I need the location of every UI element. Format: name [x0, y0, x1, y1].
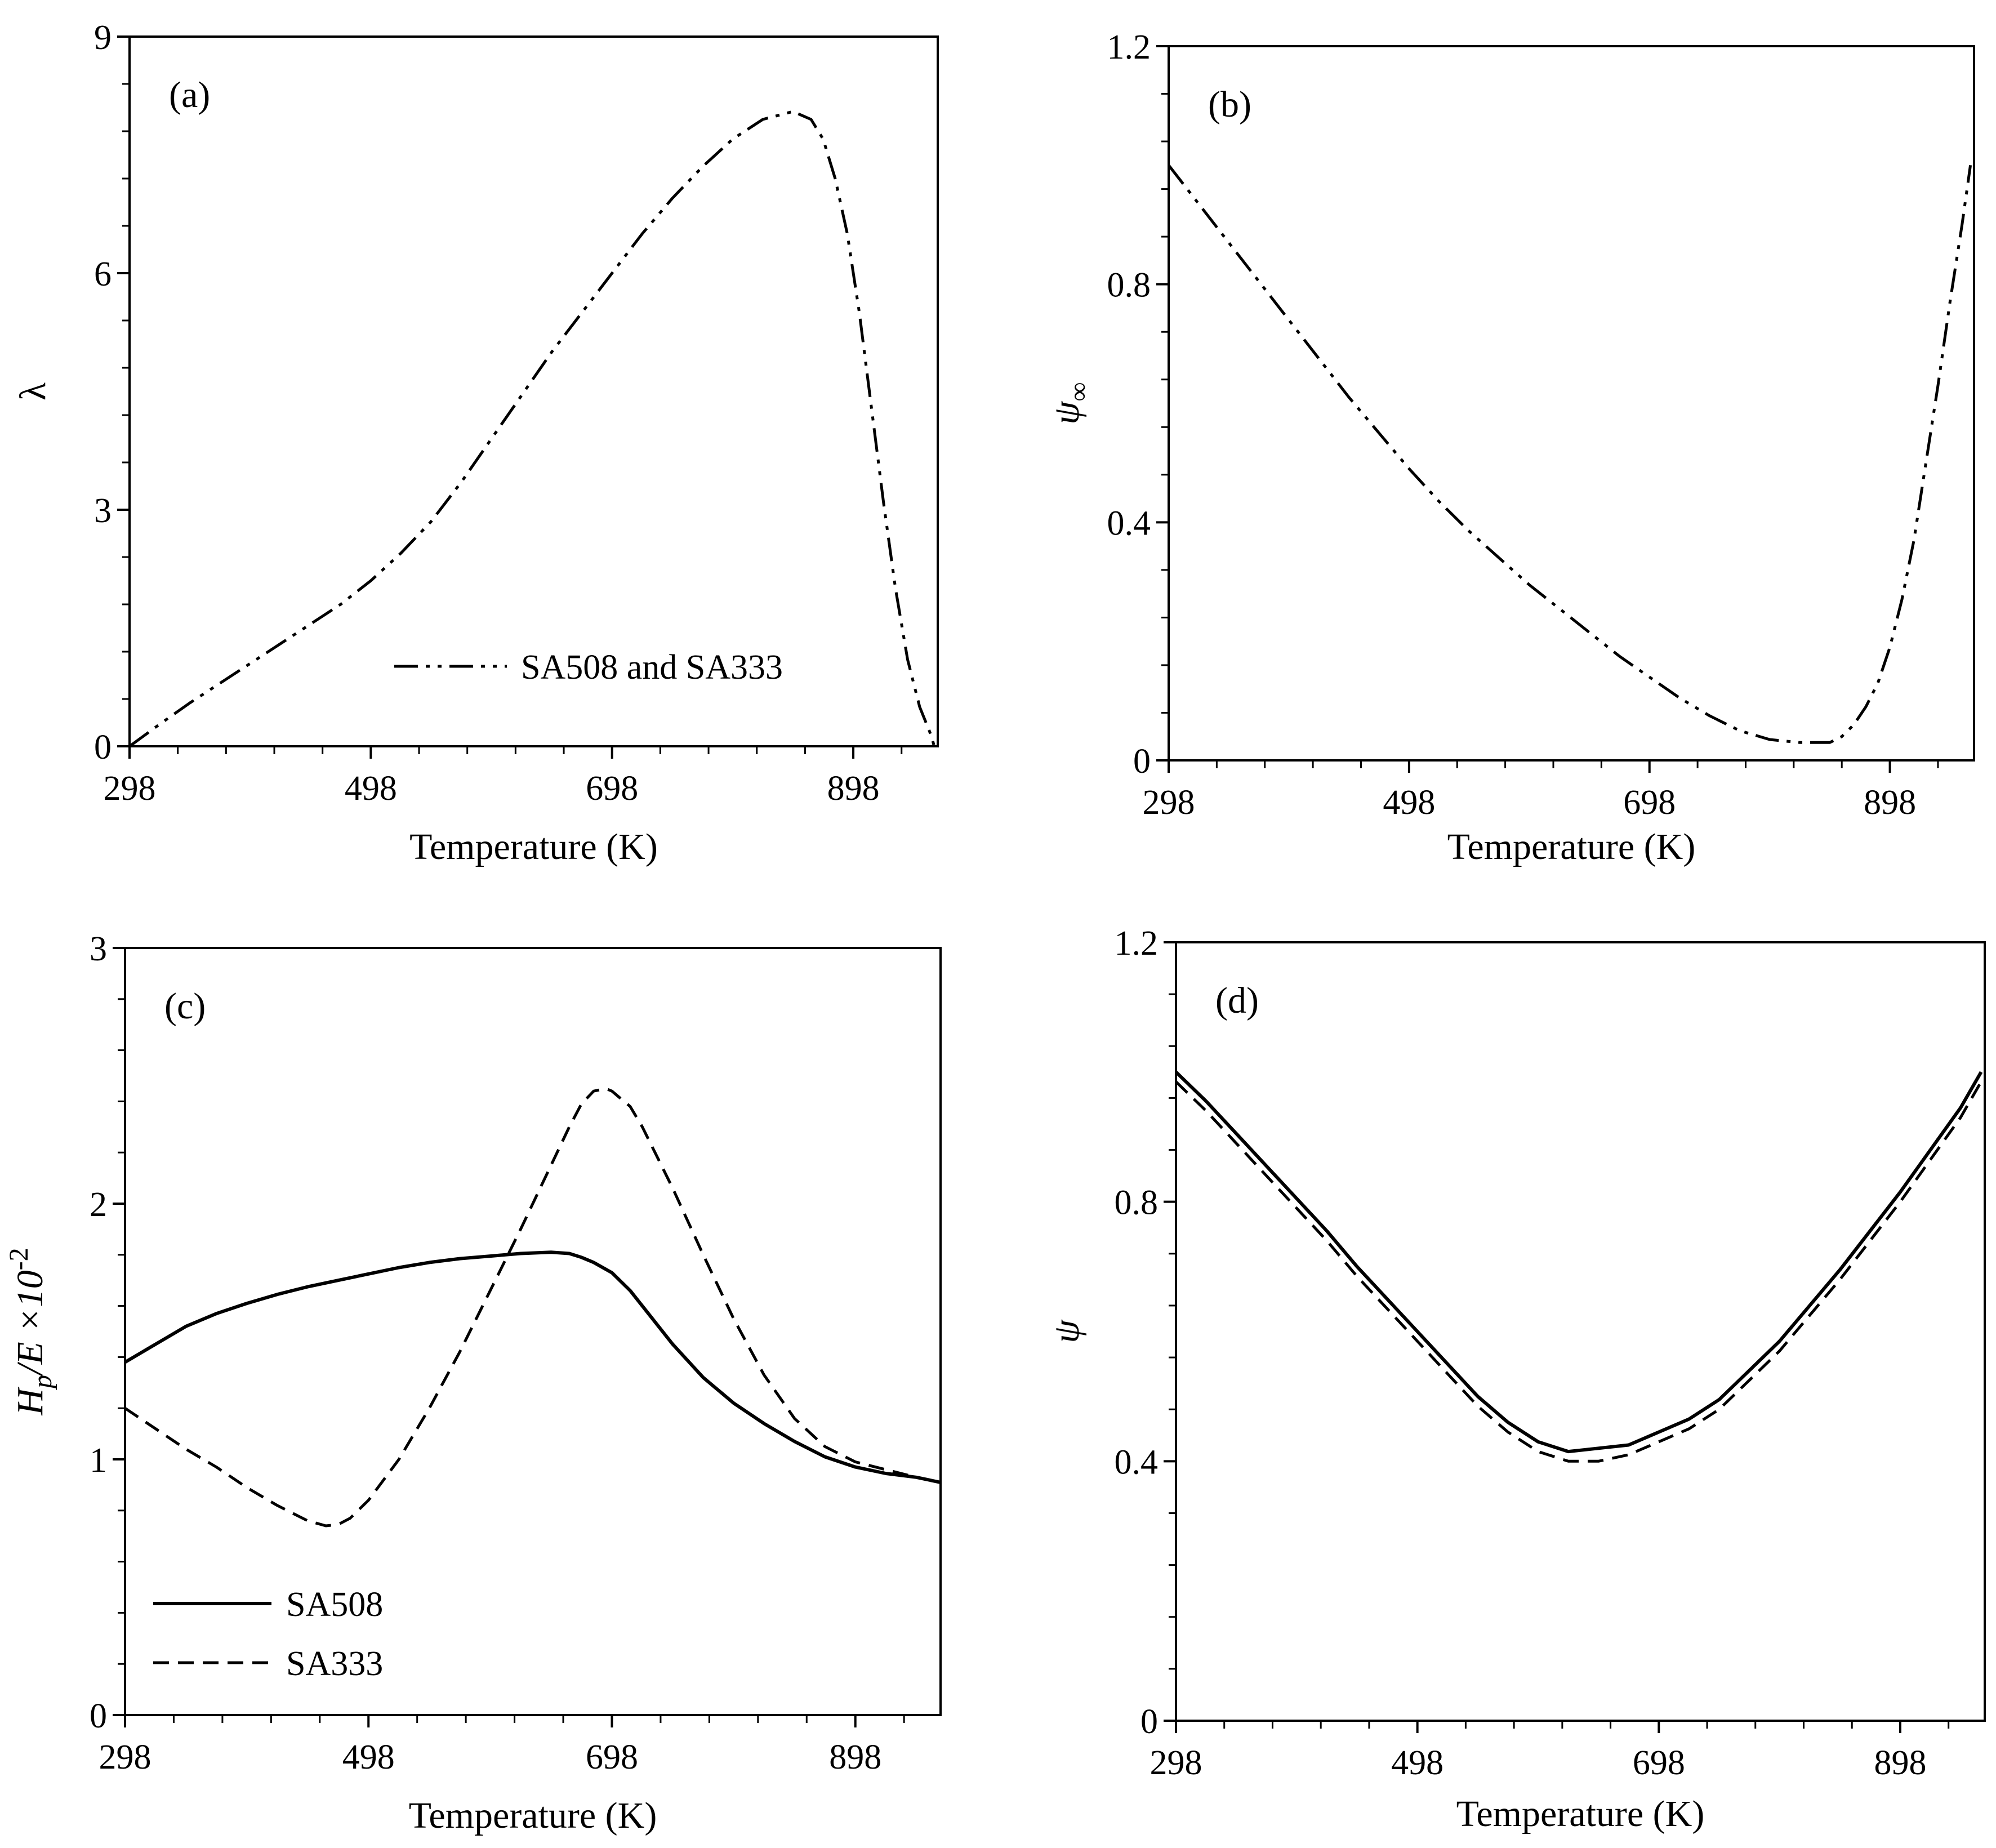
x-tick-label: 698 — [1633, 1744, 1685, 1782]
y-axis-title: λ — [12, 382, 54, 400]
y-axis-title: Hp/E ×10-2 — [4, 1248, 57, 1415]
x-tick-label: 898 — [827, 769, 880, 808]
series-line-sa508 — [1174, 1071, 1983, 1454]
x-tick-label: 898 — [1864, 783, 1916, 822]
legend-label: SA508 and SA333 — [521, 648, 783, 687]
x-tick-label: 298 — [1143, 783, 1195, 822]
panel-label: (d) — [1215, 980, 1259, 1021]
y-tick-label: 6 — [94, 255, 112, 293]
series-line-sa333 — [124, 1087, 941, 1528]
x-tick-label: 298 — [104, 769, 156, 808]
y-tick-label: 2 — [90, 1186, 107, 1224]
x-tick-label: 498 — [1391, 1744, 1443, 1782]
panel-b: 298 498 698 898 0 0.4 0.8 1.2 Temperature (K) ψ∞ (… — [1046, 28, 1975, 867]
panel-label: (b) — [1208, 84, 1251, 125]
y-tick-label: 1 — [90, 1441, 107, 1480]
x-axis-title: Temperature (K) — [1447, 826, 1696, 867]
plot-frame — [1175, 941, 1986, 1722]
x-tick-label: 498 — [345, 769, 397, 808]
series-line-sa333 — [1175, 1080, 1982, 1463]
y-axis-title: ψ — [1046, 1320, 1087, 1343]
y-tick-label: 0 — [90, 1697, 107, 1735]
panel-d: 298 498 698 898 0 0.4 0.8 1.2 Temperature (K) ψ (d… — [1046, 924, 1986, 1834]
series-line-sa508-and-sa333 — [1168, 164, 1972, 744]
x-axis-title: Temperature (K) — [409, 1795, 657, 1836]
y-tick-label: 0 — [1140, 1703, 1158, 1741]
panel-label: (a) — [169, 74, 210, 115]
panel-a: 298 498 698 898 0 3 6 9 Temperature (K) λ (a) SA508… — [12, 19, 939, 867]
series-line-sa508-and-sa333 — [128, 110, 936, 748]
x-axis-title: Temperature (K) — [1456, 1793, 1705, 1834]
y-tick-label: 0.4 — [1107, 504, 1151, 542]
x-tick-label: 898 — [1874, 1744, 1926, 1782]
y-tick-label: 0.4 — [1115, 1443, 1159, 1481]
y-tick-label: 1.2 — [1115, 924, 1159, 963]
panel-label: (c) — [164, 986, 206, 1027]
x-tick-label: 698 — [1623, 783, 1676, 822]
x-tick-label: 898 — [829, 1738, 881, 1776]
y-tick-label: 9 — [94, 19, 112, 57]
y-tick-label: 0 — [1133, 742, 1151, 781]
y-tick-label: 1.2 — [1107, 28, 1151, 66]
x-tick-label: 298 — [99, 1738, 152, 1776]
x-tick-label: 498 — [1383, 783, 1435, 822]
plot-frame — [128, 35, 939, 747]
x-axis-title: Temperature (K) — [409, 826, 658, 867]
y-tick-label: 3 — [94, 492, 112, 530]
x-tick-label: 498 — [342, 1738, 395, 1776]
panel-c: 298 498 698 898 0 1 2 3 Temperature (K) Hp/E ×10-… — [4, 930, 942, 1836]
legend-label: SA333 — [286, 1645, 383, 1683]
y-tick-label: 0.8 — [1115, 1184, 1159, 1222]
plot-frame — [1168, 45, 1975, 762]
y-axis-title: ψ∞ — [1046, 382, 1094, 424]
x-tick-label: 298 — [1150, 1744, 1202, 1782]
x-tick-label: 698 — [586, 769, 638, 808]
y-tick-label: 0.8 — [1107, 266, 1151, 305]
x-tick-label: 698 — [586, 1738, 638, 1776]
plot-frame — [124, 947, 942, 1716]
legend-label: SA508 — [286, 1586, 383, 1624]
y-tick-label: 3 — [90, 930, 107, 968]
series-line-sa508 — [124, 1250, 941, 1484]
y-tick-label: 0 — [94, 728, 112, 767]
